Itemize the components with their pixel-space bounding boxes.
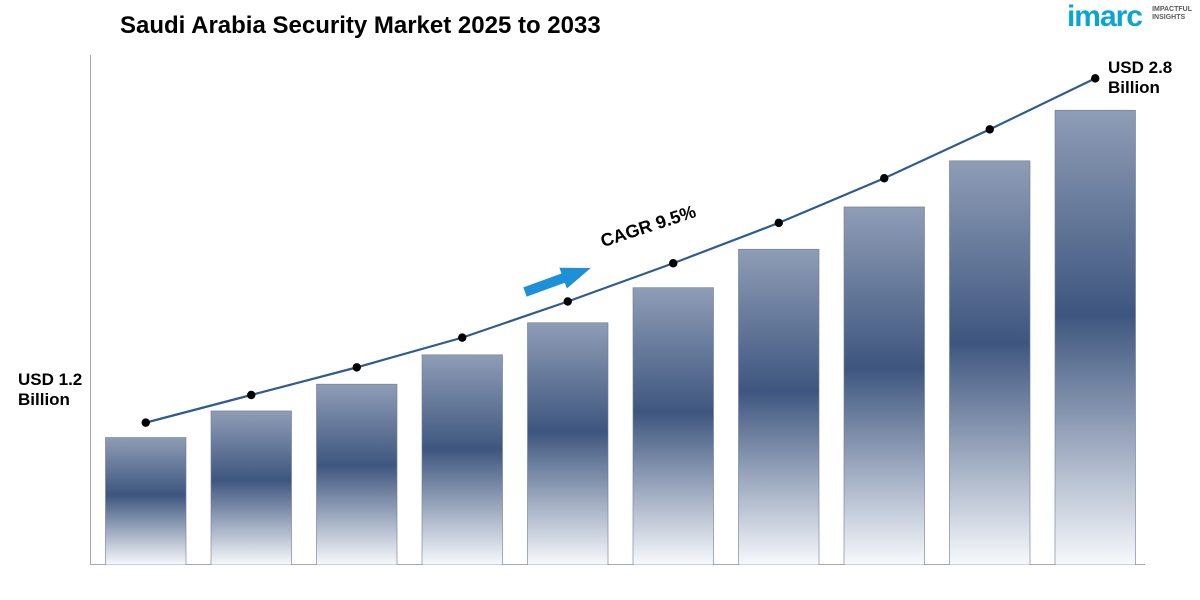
chart-bar [422, 355, 503, 565]
trend-marker [142, 418, 150, 426]
chart-title: Saudi Arabia Security Market 2025 to 203… [120, 12, 601, 40]
chart-bar [527, 323, 608, 565]
chart-bar [211, 411, 292, 565]
start-value-line2: Billion [18, 390, 70, 409]
trend-marker [669, 259, 677, 267]
chart-bar [633, 288, 714, 565]
brand-logo-sub2: INSIGHTS [1152, 14, 1185, 21]
trend-marker [1091, 74, 1099, 82]
trend-marker [458, 333, 466, 341]
chart-title-text: Saudi Arabia Security Market 2025 to 203… [120, 12, 601, 39]
chart-bar [105, 438, 186, 566]
brand-logo-text: imarc [1067, 0, 1142, 34]
chart-plot [90, 55, 1145, 565]
brand-logo-subtitle: IMPACTFUL INSIGHTS [1152, 6, 1192, 22]
chart-bar [949, 161, 1030, 565]
trend-marker [775, 219, 783, 227]
start-value-line1: USD 1.2 [18, 370, 82, 389]
brand-logo-sub1: IMPACTFUL [1152, 6, 1192, 13]
chart-bar [738, 249, 819, 565]
trend-marker [247, 391, 255, 399]
trend-marker [880, 174, 888, 182]
chart-bar [1055, 110, 1136, 565]
chart-bar [844, 207, 925, 565]
trend-marker [564, 297, 572, 305]
chart-container: { "title": { "text": "Saudi Arabia Secur… [0, 0, 1200, 600]
start-value-label: USD 1.2 Billion [18, 370, 82, 409]
trend-marker [986, 125, 994, 133]
chart-bar [316, 384, 397, 565]
trend-marker [353, 363, 361, 371]
chart-svg [90, 55, 1145, 565]
brand-logo: imarc [1067, 0, 1142, 34]
